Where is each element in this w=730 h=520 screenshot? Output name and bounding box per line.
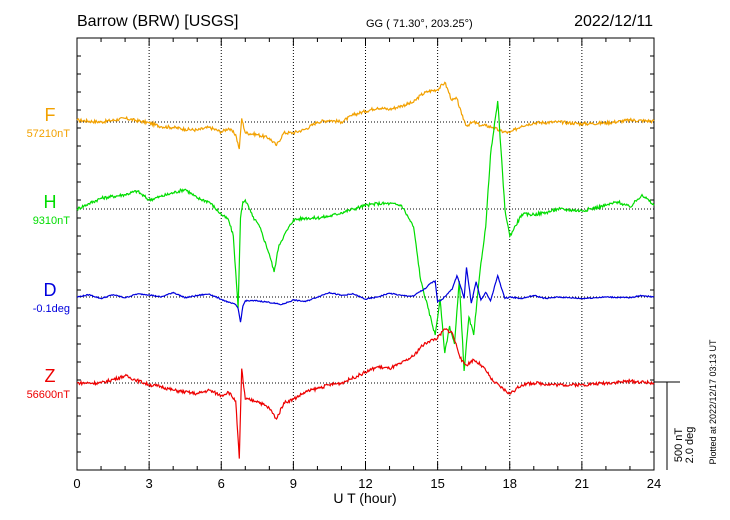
x-tick-label: 12 [358,476,372,491]
series-name-d: D [44,280,57,300]
x-tick-label: 21 [575,476,589,491]
axis-ticks [76,37,655,471]
series-line-f [76,81,655,150]
series-line-d [77,267,655,323]
series-line-h [76,100,655,372]
scale-bar: 500 nT 2.0 deg [654,381,696,470]
x-tick-label: 3 [146,476,153,491]
x-tick-label: 6 [218,476,225,491]
x-tick-labels: 0 3 6 9 12 15 18 21 24 [73,476,661,491]
station-title: Barrow (BRW) [USGS] [77,13,239,30]
series-baseline-d: -0.1deg [33,303,70,315]
series-line-z [76,328,655,459]
series-name-h: H [44,192,57,212]
series-group [76,81,655,459]
x-tick-label: 0 [73,476,80,491]
station-coords: GG ( 71.30°, 203.25°) [366,18,473,30]
plot-grid [77,38,654,470]
series-baseline-f: 57210nT [27,128,71,140]
x-tick-label: 24 [647,476,661,491]
series-labels: F 57210nT H 9310nT D -0.1deg Z 56600nT [27,105,71,401]
scale-nt-label: 500 nT [673,428,685,463]
x-tick-label: 18 [503,476,517,491]
series-baseline-z: 56600nT [27,389,71,401]
series-name-z: Z [45,366,56,386]
plotted-note: Plotted at 2022/12/17 03:13 UT [708,339,718,465]
date-label: 2022/12/11 [574,13,653,30]
scale-deg-label: 2.0 deg [684,427,696,464]
series-name-f: F [45,105,56,125]
series-baseline-h: 9310nT [33,215,71,227]
x-tick-label: 15 [430,476,444,491]
x-axis-label: U T (hour) [333,490,396,506]
x-tick-label: 9 [290,476,297,491]
